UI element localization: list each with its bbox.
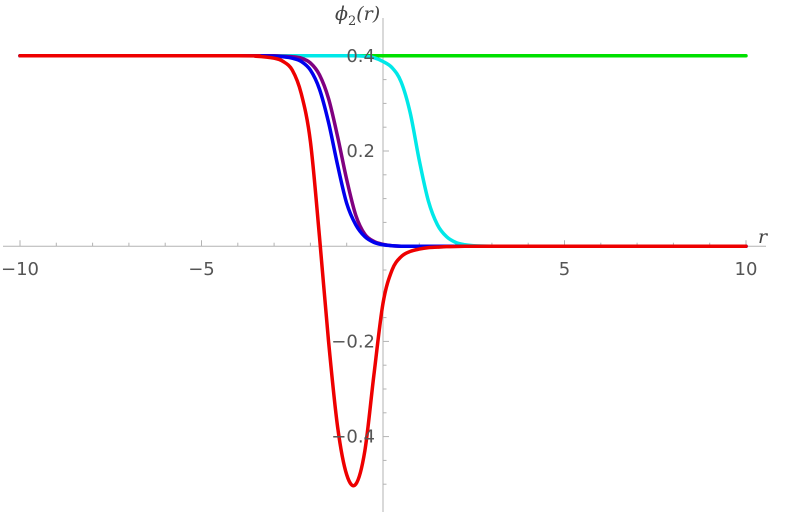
y-tick-label: 0.2 xyxy=(346,141,375,162)
x-tick-label: 10 xyxy=(735,259,758,280)
series-line-5 xyxy=(18,54,748,488)
y-axis-label-argument: (r) xyxy=(356,3,380,25)
x-tick-label: −5 xyxy=(188,259,215,280)
series-layer xyxy=(18,54,748,488)
y-axis-label-base: ϕ xyxy=(335,3,348,25)
x-tick-label: −10 xyxy=(1,259,39,280)
y-tick-label: −0.4 xyxy=(331,427,375,448)
y-tick-label: 0.4 xyxy=(346,46,375,67)
x-axis-label: r xyxy=(758,226,769,248)
x-tick-label: 5 xyxy=(559,259,570,280)
y-axis-label-subscript: 2 xyxy=(348,14,356,29)
axes xyxy=(3,18,766,512)
y-tick-label: −0.2 xyxy=(331,331,375,352)
ticks-layer: −10 −5 5 10 0.4 0.2 −0.2 −0.4 xyxy=(1,46,757,448)
y-axis-label: ϕ2(r) xyxy=(335,3,380,29)
